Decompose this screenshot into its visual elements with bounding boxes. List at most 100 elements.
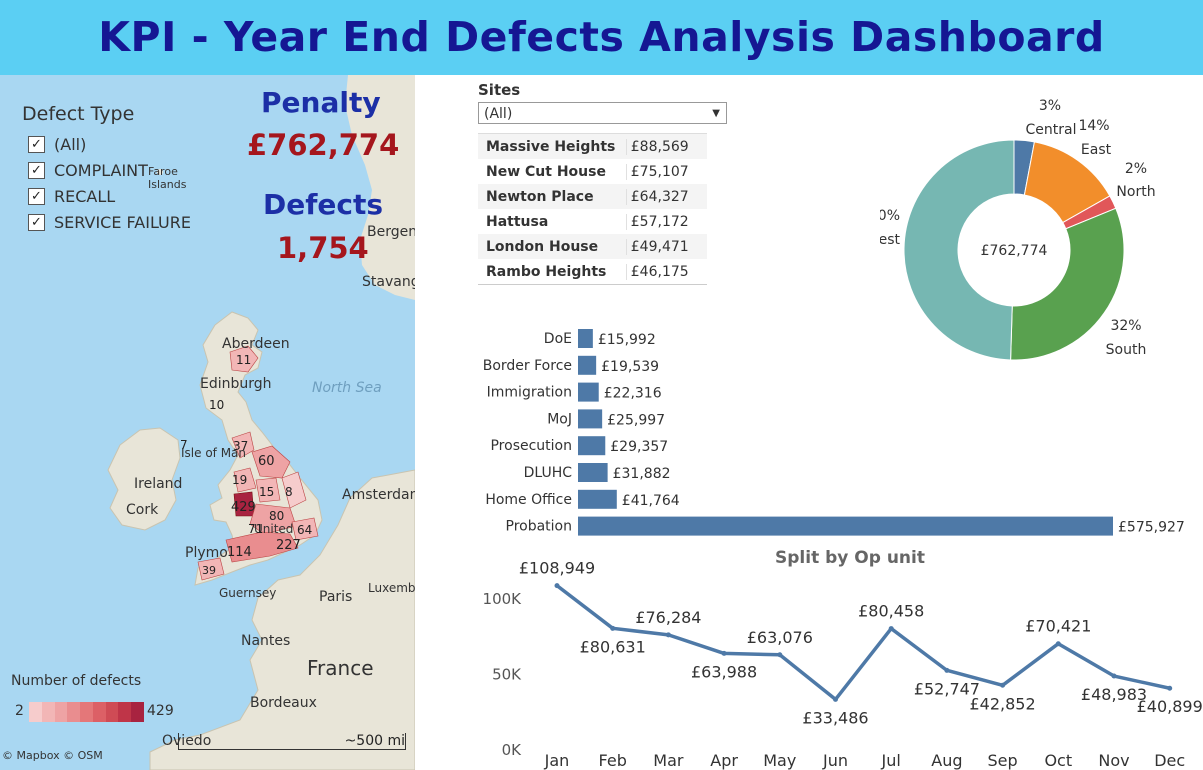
checkbox-icon[interactable]: ✓ [28,213,45,231]
legend-swatch [29,702,42,722]
sites-table: Massive Heights £88,569 New Cut House £75,1… [478,133,707,285]
sites-table-row[interactable]: Newton Place £64,327 [478,184,707,209]
bar-moj[interactable] [578,409,603,429]
donut-percent-label: 3% [1039,98,1061,114]
bar-doe[interactable] [578,329,593,348]
map-canvas[interactable] [0,75,415,770]
map-attribution[interactable]: © Mapbox © OSM [2,749,103,762]
region-count: 227 [276,538,301,553]
line-point[interactable] [665,632,671,638]
bar-border-force[interactable] [578,355,597,375]
legend-swatch [131,702,145,722]
donut-category-label: South [1106,342,1147,358]
line-point[interactable] [554,583,560,589]
map-scale-bar: ~500 mi [178,733,406,750]
checkbox-icon[interactable]: ✓ [28,187,45,205]
site-name: London House [486,238,599,255]
y-tick-label: 0K [502,741,523,759]
region-kent[interactable] [291,517,319,541]
bar-prosecution[interactable] [578,436,606,456]
x-tick-label: Dec [1154,751,1185,770]
chevron-down-icon[interactable]: ▼ [712,108,720,119]
legend-swatch [67,702,81,722]
line-point[interactable] [1000,682,1006,688]
region-count: 15 [259,485,275,499]
site-value: £75,107 [625,163,707,180]
region-south-central[interactable] [249,503,297,535]
donut-center-total: £762,774 [981,243,1048,259]
region-east[interactable] [281,471,307,509]
line-series[interactable] [555,584,1171,702]
place-label-faroe: Faroe Islands [148,165,187,191]
sites-dropdown[interactable]: (All) ▼ [478,102,727,124]
donut-percent-label: 32% [1110,318,1141,334]
line-value-label: £80,458 [858,602,924,621]
bar-value-label: £575,927 [1118,520,1185,536]
line-point[interactable] [1167,685,1173,691]
legend-swatch [54,702,68,722]
region-south[interactable] [225,531,299,563]
checkbox-icon[interactable]: ✓ [28,135,45,153]
map-panel[interactable]: Faroe Islands Bergen Stavang Aberdeen Ed… [0,75,415,770]
region-count: 80 [269,509,285,523]
site-value: £46,175 [625,263,707,280]
bar-value-label: £29,357 [610,439,668,455]
place-label-stavanger: Stavang [362,274,415,290]
sites-table-row[interactable]: Massive Heights £88,569 [478,134,707,159]
sites-table-row[interactable]: Hattusa £57,172 [478,209,707,234]
legend-swatch [105,702,119,722]
site-name: Rambo Heights [486,263,607,280]
checkbox-icon[interactable]: ✓ [28,161,45,179]
legend-swatch [41,702,55,722]
op-unit-bar-chart[interactable]: DoE £15,992 Border Force £19,539 Immigration… [470,322,1200,544]
site-name: Massive Heights [486,138,616,155]
line-point[interactable] [721,650,727,656]
bar-value-label: £22,316 [604,386,662,402]
donut-slice-south[interactable] [1010,207,1125,361]
place-label-france: France [307,656,374,680]
line-point[interactable] [1111,673,1117,679]
filter-option-recall[interactable]: ✓ RECALL [28,183,191,209]
bar-home-office[interactable] [578,489,617,509]
donut-slice-west[interactable] [903,139,1015,361]
line-point[interactable] [610,625,616,631]
region-count: 39 [202,564,216,577]
place-label-bergen: Bergen [367,224,415,240]
region-north-scotland[interactable] [229,345,259,373]
scale-label: ~500 mi [344,733,405,749]
x-tick-label: Jun [822,751,848,770]
bar-immigration[interactable] [578,382,599,402]
region-midlands[interactable] [255,477,281,503]
bar-dluhc[interactable] [578,463,608,482]
line-point[interactable] [1055,641,1061,647]
region-yorkshire[interactable] [251,445,291,479]
site-name: New Cut House [486,163,606,180]
filter-option-all[interactable]: ✓ (All) [28,131,191,157]
landmass-continent [149,469,415,770]
site-value: £49,471 [625,238,707,255]
bar-probation[interactable] [578,516,1113,536]
line-point[interactable] [777,652,783,658]
region-count: 114 [227,545,252,560]
legend-swatch [118,702,132,722]
donut-category-label: East [1081,142,1112,158]
region-count: 37 [233,439,249,453]
legend-min: 2 [15,703,24,719]
line-point[interactable] [888,626,894,632]
region-north-west[interactable] [233,467,257,493]
sites-table-row[interactable]: New Cut House £75,107 [478,159,707,184]
sites-label: Sites [478,81,521,99]
place-label-guernsey: Guernsey [219,586,277,600]
region-cornwall[interactable] [197,557,225,581]
monthly-line-chart[interactable]: Split by Op unit 0K 50K 100K £108,949 Jan £80,… [470,540,1203,770]
region-count: 429 [231,500,256,515]
line-point[interactable] [944,667,950,673]
filter-option-complaint[interactable]: ✓ COMPLAINT [28,157,191,183]
region-north-east[interactable] [231,431,255,459]
sites-table-row[interactable]: Rambo Heights £46,175 [478,259,707,284]
line-point[interactable] [833,696,838,702]
place-label-edinburgh: Edinburgh [200,376,272,392]
filter-option-service-failure[interactable]: ✓ SERVICE FAILURE [28,209,191,235]
sites-table-row[interactable]: London House £49,471 [478,234,707,259]
